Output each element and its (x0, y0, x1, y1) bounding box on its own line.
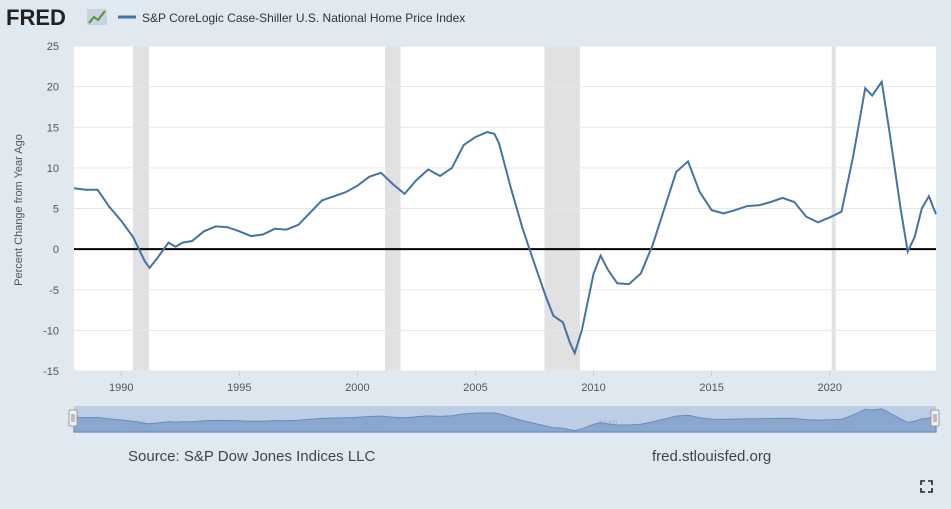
y-tick-label: 15 (47, 122, 59, 134)
y-tick-label: -10 (43, 325, 59, 337)
x-tick-label: 1990 (109, 382, 133, 394)
site-url: fred.stlouisfed.org (652, 448, 771, 465)
navigator-right-handle[interactable] (930, 409, 940, 427)
fullscreen-icon[interactable] (920, 480, 933, 493)
y-tick-label: 5 (53, 204, 59, 216)
series-line (73, 79, 937, 356)
x-tick-label: 2000 (345, 382, 369, 394)
y-tick-label: -15 (43, 366, 59, 378)
x-tick-label: 2020 (817, 382, 841, 394)
y-axis-label: Percent Change from Year Ago (13, 134, 25, 286)
y-tick-label: 0 (53, 244, 59, 256)
x-tick-label: 1995 (227, 382, 251, 394)
y-tick-label: 25 (47, 41, 59, 53)
x-tick-label: 2015 (699, 382, 723, 394)
fred-logo: FRED (6, 5, 66, 30)
gridlines (74, 45, 936, 372)
y-axis-ticks: -15 -10 -5 0 5 10 15 20 25 (43, 41, 59, 378)
y-tick-label: 20 (47, 82, 59, 94)
navigator-left-handle[interactable] (68, 409, 78, 427)
fred-logo-graph-icon (87, 9, 107, 25)
navigator-series (73, 408, 937, 433)
x-axis-ticks: 1990 1995 2000 2005 2010 2015 2020 (109, 371, 842, 394)
y-tick-label: 10 (47, 163, 59, 175)
x-tick-label: 2010 (581, 382, 605, 394)
y-tick-label: -5 (49, 285, 59, 297)
navigator-selection[interactable] (74, 406, 936, 432)
x-tick-label: 2005 (463, 382, 487, 394)
legend-label: S&P CoreLogic Case-Shiller U.S. National… (142, 11, 465, 25)
source-text: Source: S&P Dow Jones Indices LLC (128, 448, 376, 465)
